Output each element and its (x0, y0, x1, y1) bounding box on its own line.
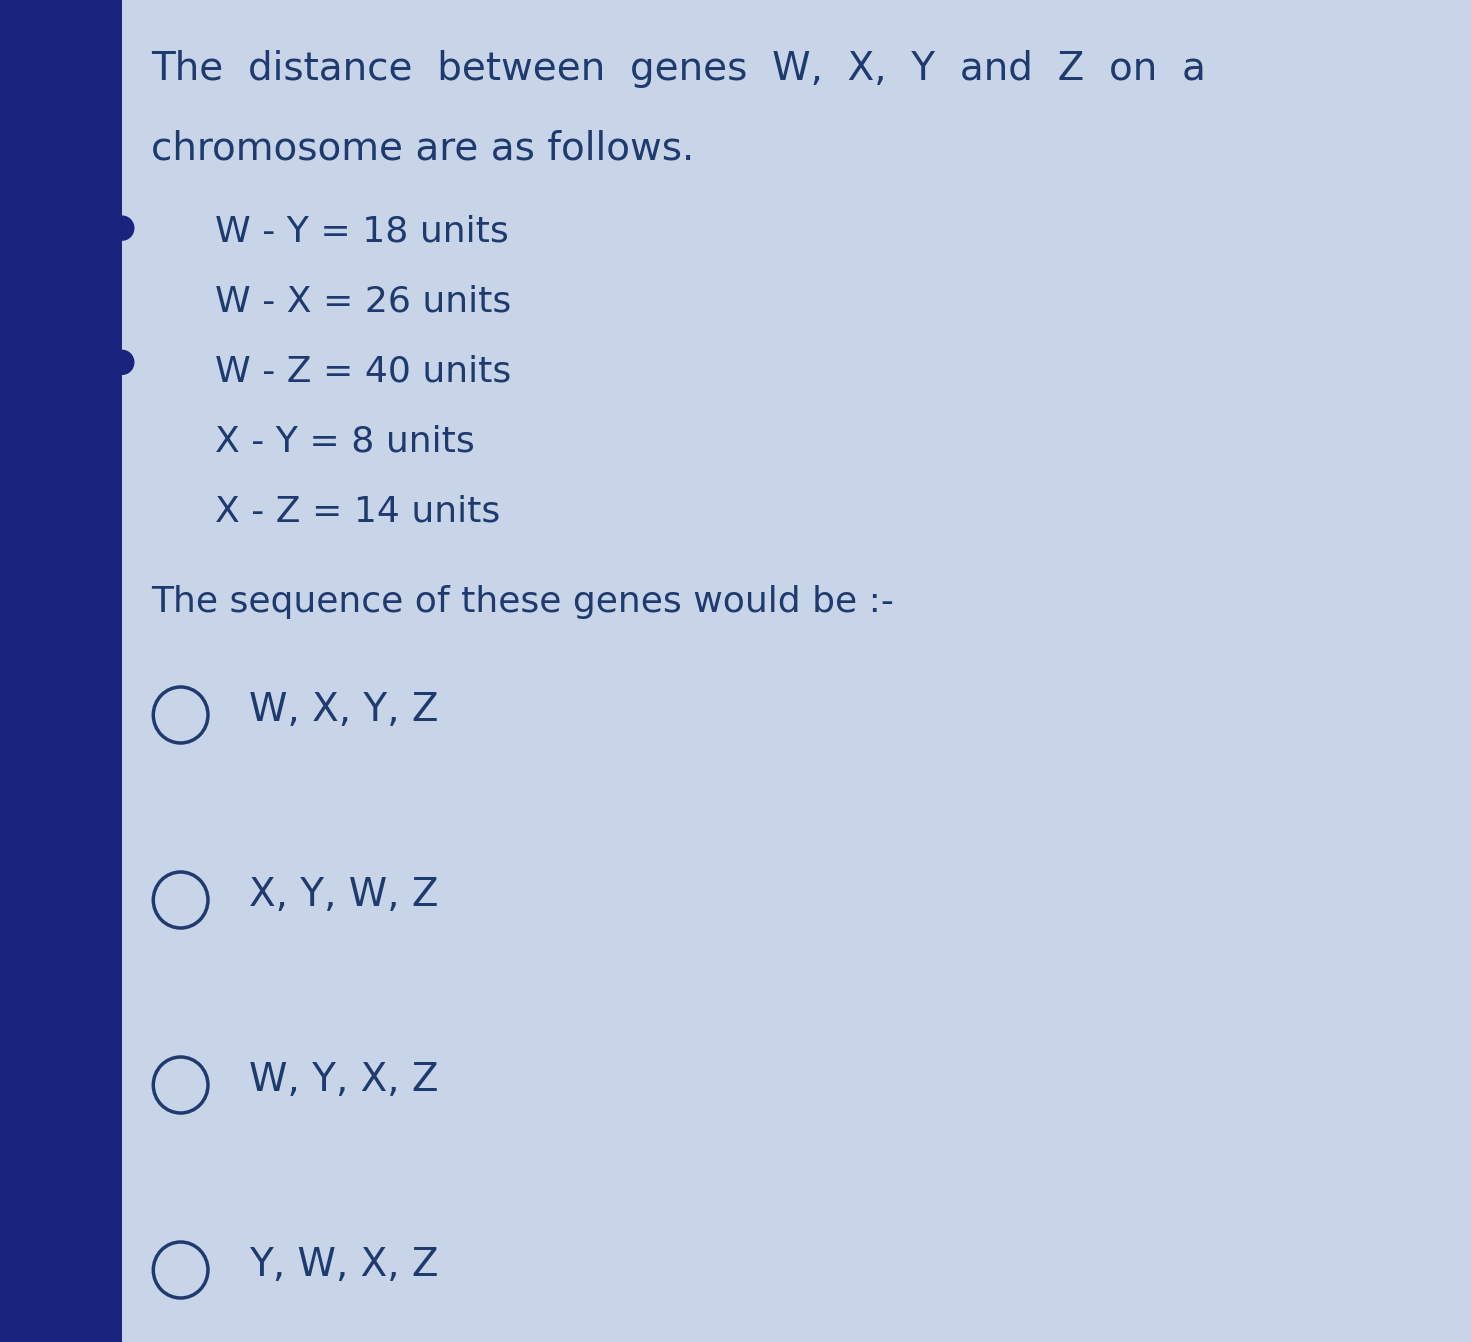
Text: X - Z = 14 units: X - Z = 14 units (215, 495, 500, 529)
Text: W, Y, X, Z: W, Y, X, Z (249, 1062, 438, 1099)
Text: The  distance  between  genes  W,  X,  Y  and  Z  on  a: The distance between genes W, X, Y and Z… (152, 50, 1206, 89)
Circle shape (110, 216, 134, 240)
Text: X - Y = 8 units: X - Y = 8 units (215, 425, 475, 459)
Text: Y, W, X, Z: Y, W, X, Z (249, 1245, 438, 1284)
Text: W, X, Y, Z: W, X, Y, Z (249, 691, 438, 729)
Text: W - Z = 40 units: W - Z = 40 units (215, 356, 510, 389)
Text: W - Y = 18 units: W - Y = 18 units (215, 215, 509, 250)
Circle shape (110, 350, 134, 374)
Text: The sequence of these genes would be :-: The sequence of these genes would be :- (152, 585, 894, 619)
Text: X, Y, W, Z: X, Y, W, Z (249, 876, 438, 914)
Text: W - X = 26 units: W - X = 26 units (215, 285, 510, 319)
Bar (0, 0, 122, 1342)
Text: chromosome are as follows.: chromosome are as follows. (152, 130, 694, 168)
